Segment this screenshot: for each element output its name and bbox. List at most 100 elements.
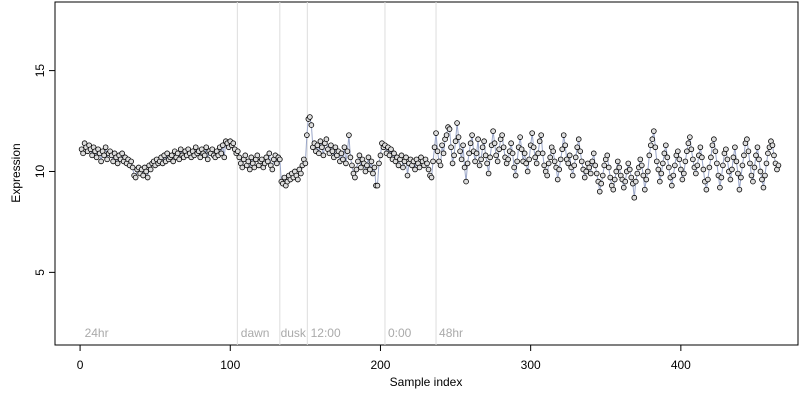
y-tick-label: 15 <box>33 64 47 78</box>
point <box>672 162 678 169</box>
point <box>128 158 134 165</box>
point <box>658 170 665 177</box>
point <box>416 164 423 171</box>
point <box>298 170 304 177</box>
annotation: dawn <box>241 326 270 340</box>
point <box>265 158 271 165</box>
point <box>611 176 618 183</box>
point <box>593 170 600 177</box>
point <box>626 166 633 173</box>
point <box>539 150 546 157</box>
point <box>362 168 369 175</box>
point <box>775 162 782 169</box>
point <box>514 158 520 165</box>
point <box>643 176 650 183</box>
point <box>640 172 647 179</box>
point <box>642 186 648 193</box>
point <box>709 142 716 149</box>
y-tick-label: 5 <box>33 269 47 276</box>
point <box>245 158 252 165</box>
point <box>733 158 740 165</box>
point <box>192 144 199 151</box>
point <box>759 176 765 183</box>
point <box>328 142 334 149</box>
point <box>248 154 255 161</box>
point <box>703 186 710 193</box>
point <box>706 164 713 171</box>
point <box>648 142 654 149</box>
point <box>494 158 501 165</box>
point <box>681 170 687 177</box>
point <box>168 152 175 159</box>
point <box>739 162 746 169</box>
point <box>762 172 768 179</box>
point <box>209 146 216 153</box>
point <box>343 160 349 167</box>
point <box>452 138 459 145</box>
point <box>724 156 731 163</box>
point <box>524 168 531 175</box>
point <box>744 136 750 143</box>
point <box>496 146 502 153</box>
point <box>314 142 321 149</box>
point <box>204 156 211 163</box>
point <box>705 176 711 183</box>
point <box>565 160 572 167</box>
point <box>388 146 394 153</box>
point <box>559 146 565 153</box>
point <box>412 166 418 173</box>
point <box>556 166 562 173</box>
point <box>557 156 564 163</box>
point <box>353 166 360 173</box>
point <box>763 160 770 167</box>
point <box>493 152 499 159</box>
point <box>757 168 764 175</box>
point <box>424 160 430 167</box>
point <box>732 144 738 151</box>
point <box>448 144 454 151</box>
point <box>479 144 486 151</box>
point <box>771 152 777 159</box>
point <box>751 164 758 171</box>
point <box>649 136 656 143</box>
x-tick-label: 200 <box>370 358 390 372</box>
point <box>687 134 693 140</box>
point <box>329 148 336 155</box>
point <box>102 144 109 151</box>
point <box>604 152 611 159</box>
point <box>664 154 671 161</box>
point <box>466 150 472 157</box>
point <box>562 142 569 149</box>
point <box>218 150 225 157</box>
point <box>679 176 686 183</box>
point <box>433 130 439 136</box>
point <box>478 156 484 163</box>
point <box>526 156 532 163</box>
point <box>694 162 701 169</box>
point <box>754 144 761 151</box>
point <box>308 122 315 128</box>
point <box>545 160 552 167</box>
point <box>736 186 743 193</box>
point <box>119 150 125 157</box>
point <box>581 174 588 181</box>
point <box>89 152 95 159</box>
point <box>395 162 402 169</box>
point <box>197 154 204 161</box>
point <box>675 148 681 155</box>
point <box>277 156 283 163</box>
point <box>104 156 110 163</box>
point <box>370 170 376 177</box>
point <box>620 184 627 191</box>
point <box>682 158 689 165</box>
point <box>376 160 382 167</box>
point <box>753 152 759 159</box>
point <box>655 166 662 173</box>
point <box>352 174 358 181</box>
point <box>670 172 677 179</box>
point <box>251 164 258 171</box>
point <box>440 150 447 157</box>
point <box>341 144 348 151</box>
point <box>356 152 363 159</box>
point <box>578 158 585 165</box>
